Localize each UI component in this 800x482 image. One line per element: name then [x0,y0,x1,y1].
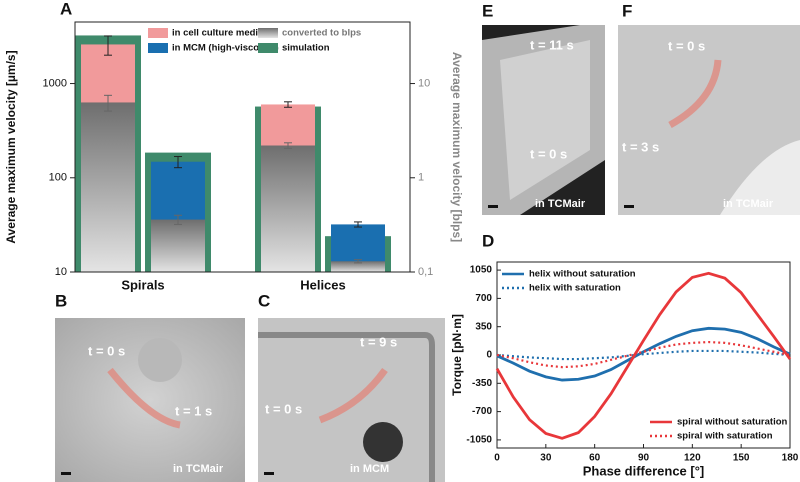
panel-letter: A [60,0,72,18]
legend-label: spiral with saturation [677,431,773,442]
y-tick-label: 10 [55,266,67,278]
y2-tick-label: 1 [418,172,424,184]
legend-swatch [148,28,168,38]
x-tick-label: Spirals [121,277,164,292]
time-label: t = 0 s [530,146,567,161]
y-tick-label: 100 [49,172,67,184]
scale-bar [624,205,634,208]
x-tick-label: 0 [494,453,500,464]
medium-label: in TCMair [723,198,774,210]
bubble [138,338,182,382]
x-tick-label: 30 [540,453,552,464]
time-label: t = 0 s [668,38,705,53]
legend-swatch [148,43,168,53]
y-tick-label: 1050 [470,265,493,276]
time-label: t = 1 s [175,403,212,418]
legend-label: in MCM (high-viscosity) [172,43,279,54]
medium-label: in TCMair [173,463,224,475]
blps-bar [151,219,205,272]
legend-swatch [258,43,278,53]
legend-label: helix without saturation [529,269,636,280]
panel-letter: D [482,231,494,250]
legend-label: in cell culture medium [172,28,272,39]
arrow [107,367,181,429]
y-tick-label: -350 [472,378,492,389]
time-label: t = 9 s [360,334,397,349]
legend-swatch [258,28,278,38]
x-tick-label: 60 [589,453,601,464]
x-tick-label: 90 [638,453,650,464]
panel-letter: C [258,291,270,310]
medium-label: in MCM [350,463,389,475]
x-tick-label: 150 [733,453,750,464]
time-label: t = 0 s [265,401,302,416]
x-axis-label: Phase difference [°] [583,463,705,478]
x-tick-label: Helices [300,277,346,292]
plot-frame [74,21,411,273]
medium-label: in TCMair [535,198,586,210]
y-axis-label: Torque [pN·m] [450,314,464,396]
legend-label: spiral without saturation [677,417,788,428]
line [496,349,791,361]
line [496,326,791,382]
panel-letter: B [55,291,67,310]
time-label: t = 11 s [530,37,574,52]
y-tick-label: 350 [475,321,492,332]
blps-bar [331,261,385,272]
blps-bar [81,102,135,272]
time-label: t = 0 s [88,343,125,358]
y-tick-label: 1000 [43,77,67,89]
blps-bar [261,145,315,272]
time-label: t = 3 s [622,139,659,154]
y2-tick-label: 0,1 [418,266,433,278]
blob [363,422,403,462]
scale-bar [488,205,498,208]
arrow [318,367,388,424]
channel [258,332,435,482]
legend-label: simulation [282,43,330,54]
scale-bar [264,472,274,475]
x-tick-label: 120 [684,453,701,464]
panel-letter: F [622,1,632,20]
line [495,271,792,440]
y-tick-label: 0 [486,350,492,361]
y2-axis-label: Average maximum velocity [blps] [450,52,464,242]
scale-bar [61,472,71,475]
panel-letter: E [482,1,493,20]
legend-label: converted to blps [282,28,361,39]
region [720,140,800,215]
tube-inner [500,40,590,200]
y-tick-label: 700 [475,293,492,304]
y-tick-label: -700 [472,406,492,417]
y2-tick-label: 10 [418,77,430,89]
legend-label: helix with saturation [529,283,621,294]
y-axis-label: Average maximum velocity [µm/s] [4,50,18,243]
y-tick-label: -1050 [466,435,492,446]
x-tick-label: 180 [782,453,799,464]
arrow [668,59,722,129]
